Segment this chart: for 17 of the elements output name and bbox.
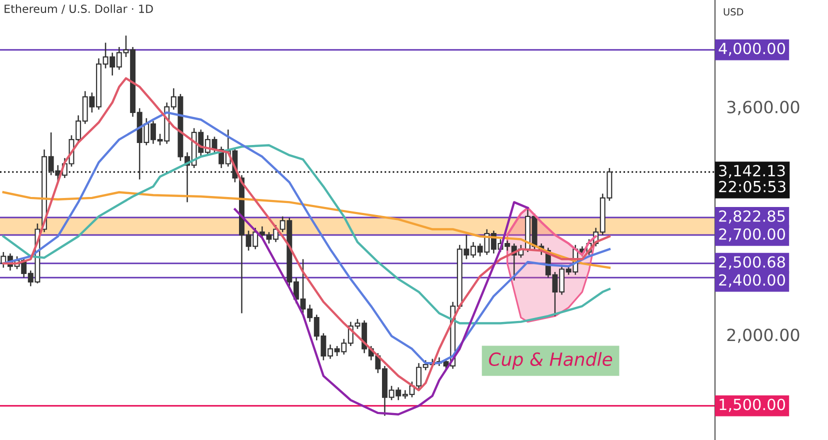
ref-line-label: 4,000.00 (718, 42, 786, 56)
line-series (234, 201, 529, 416)
ref-line-label: 2,822.85 (719, 210, 785, 224)
chart-title: Ethereum / U.S. Dollar · 1D (4, 4, 153, 14)
ref-line-label: 2,700.00 (719, 228, 786, 242)
y-tick-label: 2,000.00 (727, 328, 800, 343)
y-axis-title: USD (724, 8, 744, 16)
text: 22:05:53 (719, 180, 786, 192)
ref-line-label: 3,142.13 (719, 164, 785, 178)
ref-line-label: 2,500.68 (719, 256, 785, 270)
line-series (2, 191, 611, 269)
annotation: Cup & Handle (488, 352, 612, 370)
line-series (2, 77, 611, 392)
ref-line-label: 2,400.00 (719, 274, 786, 288)
y-tick-label: 3,600.00 (727, 100, 800, 116)
line-series (2, 144, 611, 324)
ref-line-label: 1,500.00 (720, 398, 786, 412)
